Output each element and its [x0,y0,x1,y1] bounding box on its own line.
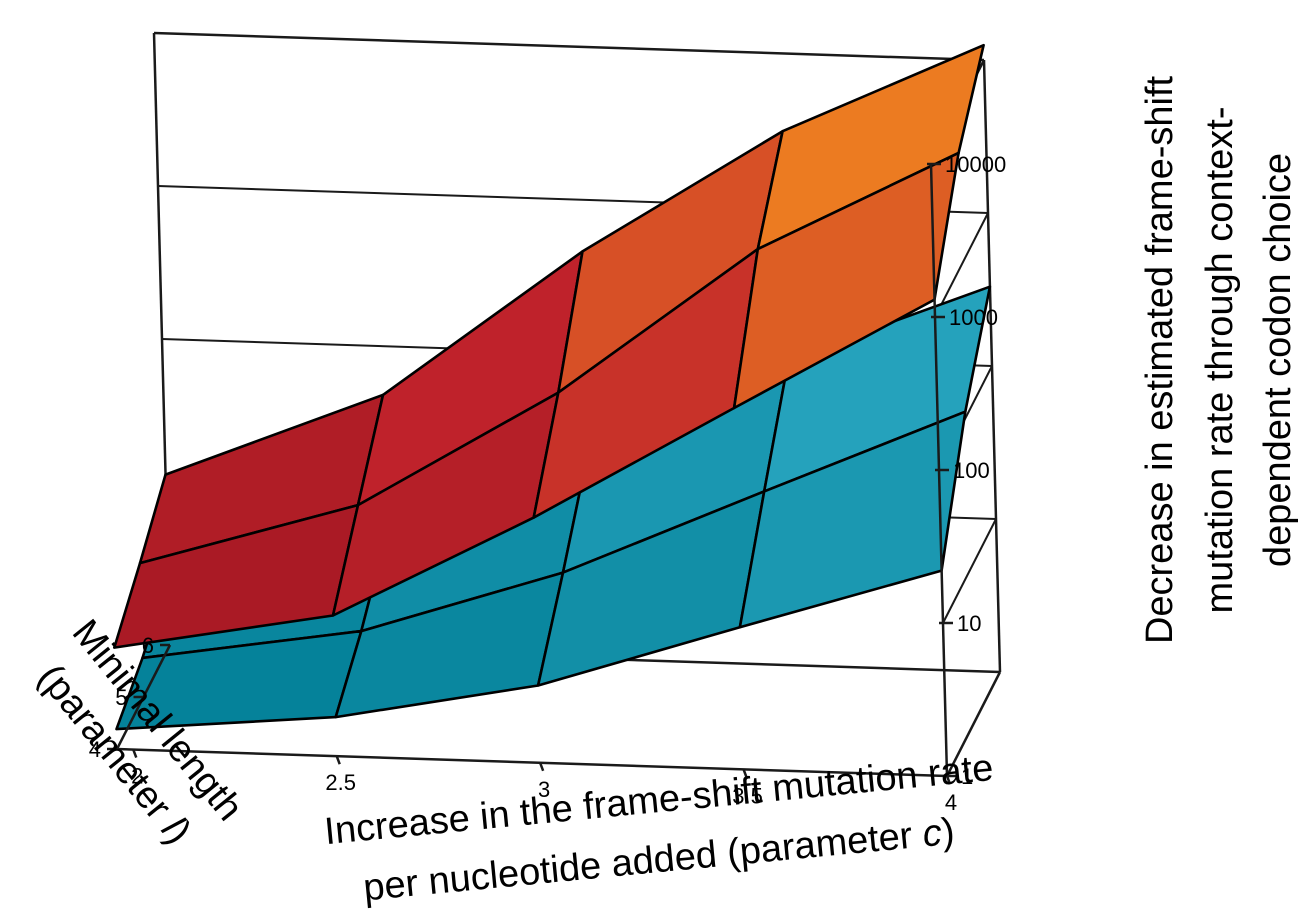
surfaces [113,43,992,731]
x-axis-tick [742,768,748,778]
surface-series-2 [113,43,985,649]
x-axis-tick [335,755,341,765]
back-wall-top-edge [153,31,985,62]
side-gridline [942,518,997,624]
x-tick-label: 2 [131,764,143,789]
z-axis-title-line-3: dependent codon choice [1257,153,1299,567]
z-axis-title-line-2: mutation rate through context- [1199,107,1241,614]
z-tick-label: 1000 [949,305,998,330]
side-gridline [934,212,989,318]
surface-patch [732,151,960,410]
y-tick-label: 4 [89,737,101,762]
z-tick-label: 1 [961,764,973,789]
x-axis-title-part-b: ) [940,811,957,854]
x-tick-label: 2.5 [325,770,356,795]
x-axis-tick [132,749,138,758]
z-tick-label: 10000 [945,152,1006,177]
y-tick-label: 5 [115,685,127,710]
front-frame [107,162,957,785]
z-axis-title-line-1: Decrease in estimated frame-shift [1139,76,1181,645]
x-axis-tick [945,775,952,785]
x-axis-tick [538,762,545,772]
x-tick-label: 3.5 [732,783,763,808]
tick-labels: 1 10 100 1000 10000 2 2.5 3 3.5 4 4 5 6 [89,152,1006,815]
z-tick-label: 10 [957,611,981,636]
y-tick-label: 6 [142,633,154,658]
floor-front-edge [116,747,948,778]
x-tick-label: 3 [538,777,550,802]
surface-patch [738,410,967,629]
x-tick-label: 4 [945,790,957,815]
right-wall-bottom-edge [945,671,1002,777]
x-axis-title-param: c [921,812,944,856]
z-tick-label: 100 [953,458,990,483]
